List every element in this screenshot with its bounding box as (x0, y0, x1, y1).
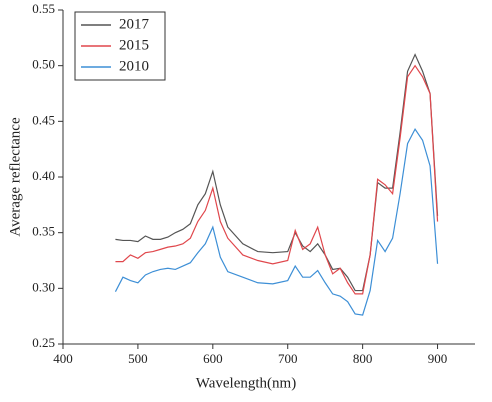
x-tick-label: 500 (128, 351, 148, 366)
x-axis-label: Wavelength(nm) (196, 375, 296, 391)
legend-label: 2017 (119, 16, 150, 32)
legend-label: 2010 (119, 58, 149, 74)
y-tick-label: 0.30 (32, 279, 55, 294)
x-tick-label: 600 (203, 351, 223, 366)
y-tick-label: 0.55 (32, 1, 55, 16)
x-tick-label: 700 (278, 351, 298, 366)
x-tick-label: 400 (53, 351, 73, 366)
y-tick-label: 0.45 (32, 112, 55, 127)
legend-label: 2015 (119, 37, 149, 53)
series-line (115, 53, 439, 292)
y-axis-label: Average reflectance (7, 117, 23, 237)
y-tick-label: 0.25 (32, 335, 55, 350)
x-tick-label: 800 (353, 351, 373, 366)
x-tick-label: 900 (428, 351, 448, 366)
series-line (115, 64, 439, 295)
y-tick-label: 0.40 (32, 168, 55, 183)
series-line (114, 127, 439, 316)
y-tick-label: 0.50 (32, 57, 55, 72)
y-tick-label: 0.35 (32, 224, 55, 239)
